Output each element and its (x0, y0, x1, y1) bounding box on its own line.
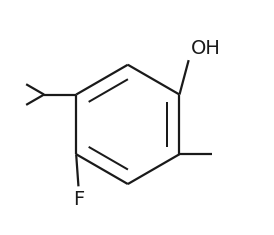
Text: F: F (73, 190, 84, 209)
Text: OH: OH (191, 39, 221, 58)
